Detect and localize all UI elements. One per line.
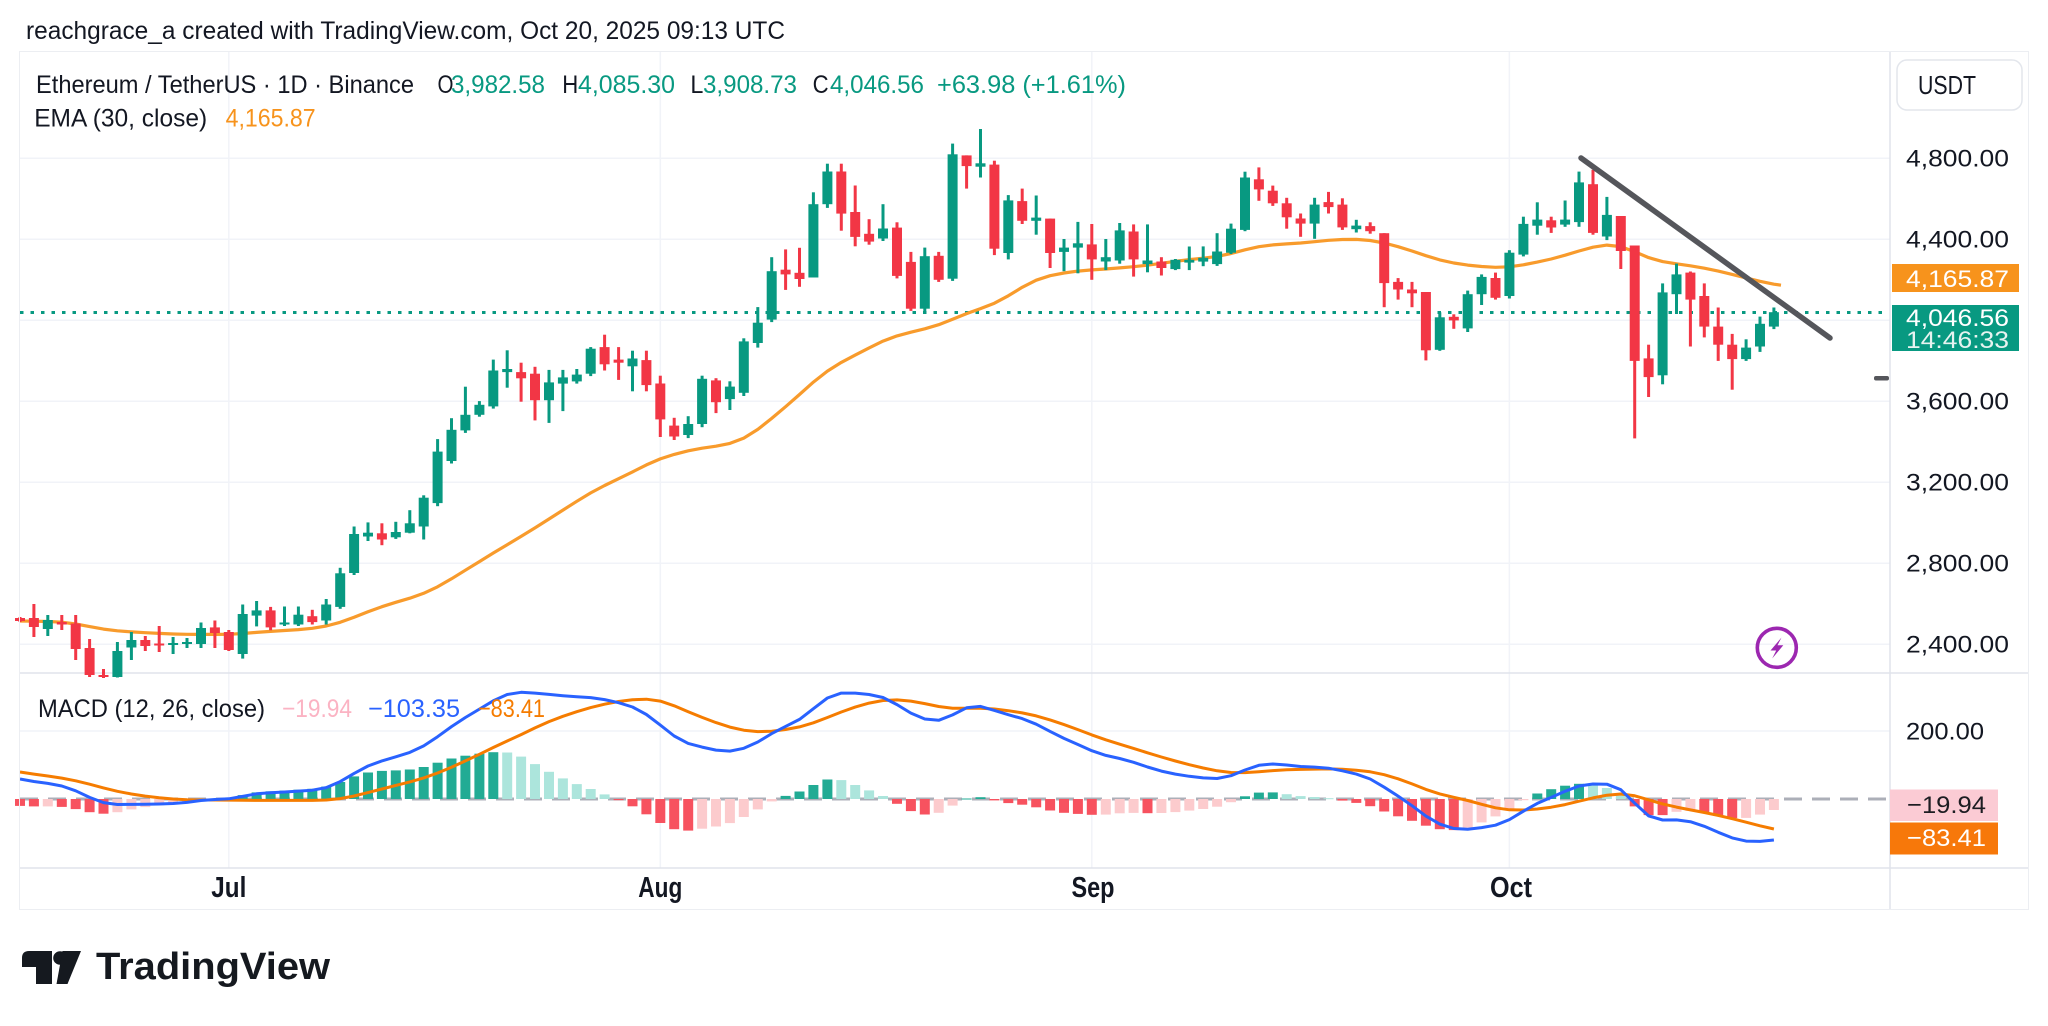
svg-text:4,085.30: 4,085.30 [578,71,675,99]
svg-text:2,400.00: 2,400.00 [1906,632,2009,659]
svg-text:−19.94: −19.94 [282,695,352,723]
svg-text:Oct: Oct [1490,872,1532,904]
svg-text:3,600.00: 3,600.00 [1906,389,2009,416]
svg-text:4,165.87: 4,165.87 [226,105,316,133]
svg-text:L: L [690,71,703,99]
svg-text:MACD (12, 26, close): MACD (12, 26, close) [38,695,265,723]
svg-text:TradingView: TradingView [96,946,330,988]
svg-text:USDT: USDT [1918,70,1976,100]
svg-text:Ethereum / TetherUS · 1D · Bin: Ethereum / TetherUS · 1D · Binance [36,71,414,99]
svg-text:4,800.00: 4,800.00 [1906,146,2009,173]
svg-text:3,982.58: 3,982.58 [451,71,545,99]
svg-text:Aug: Aug [638,872,682,904]
svg-text:4,046.56: 4,046.56 [1906,305,2009,332]
svg-text:4,400.00: 4,400.00 [1906,227,2009,254]
svg-text:+63.98 (+1.61%): +63.98 (+1.61%) [937,71,1126,99]
svg-text:3,200.00: 3,200.00 [1906,470,2009,497]
svg-text:3,908.73: 3,908.73 [703,71,797,99]
svg-text:H: H [562,71,578,99]
svg-text:Sep: Sep [1072,872,1115,904]
svg-text:−103.35: −103.35 [368,695,460,723]
svg-text:4,165.87: 4,165.87 [1906,266,2009,293]
svg-text:−19.94: −19.94 [1907,792,1986,819]
svg-text:Jul: Jul [211,872,246,904]
svg-text:−83.41: −83.41 [1907,825,1986,852]
svg-text:O: O [438,71,454,99]
svg-text:−83.41: −83.41 [478,695,545,723]
svg-text:4,046.56: 4,046.56 [830,71,924,99]
svg-text:200.00: 200.00 [1906,719,1984,746]
svg-text:2,800.00: 2,800.00 [1906,551,2009,578]
svg-text:14:46:33: 14:46:33 [1906,327,2009,354]
svg-text:reachgrace_a created with Trad: reachgrace_a created with TradingView.co… [26,17,785,45]
svg-text:C: C [813,71,829,99]
svg-text:EMA (30, close): EMA (30, close) [34,105,207,133]
